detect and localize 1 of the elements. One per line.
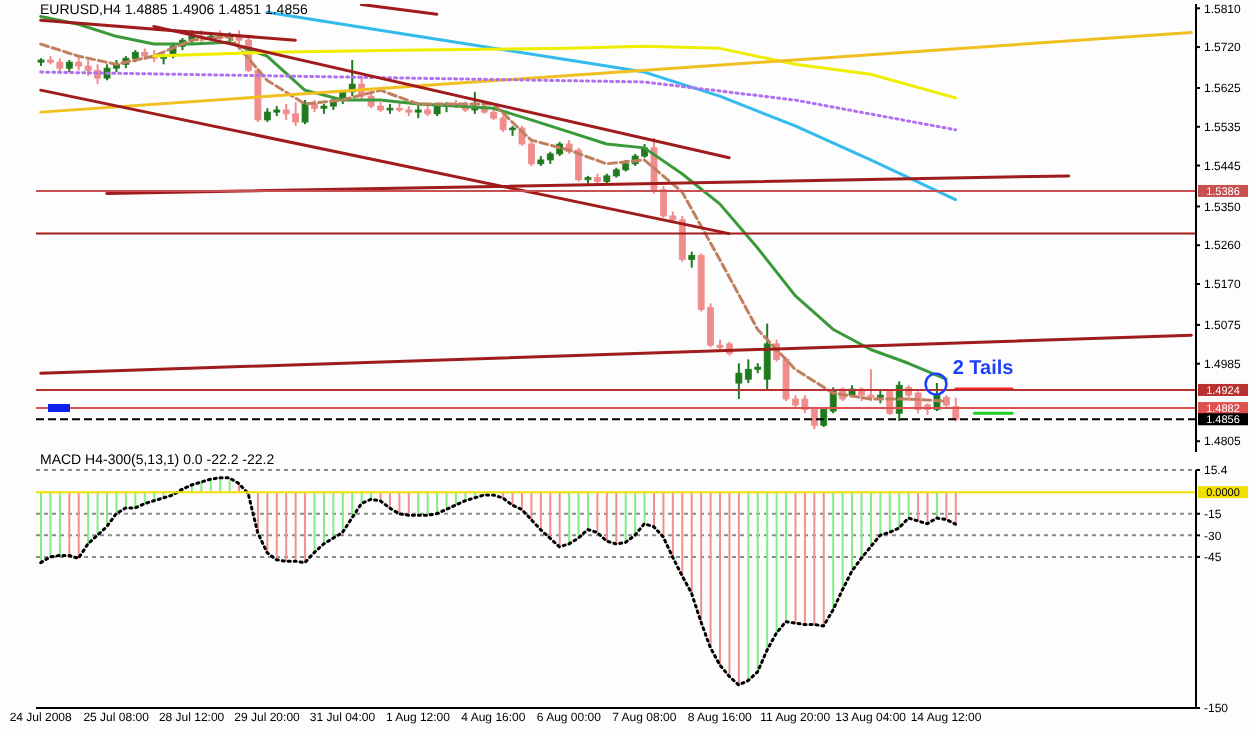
annotation: 2 Tails xyxy=(952,357,1014,380)
